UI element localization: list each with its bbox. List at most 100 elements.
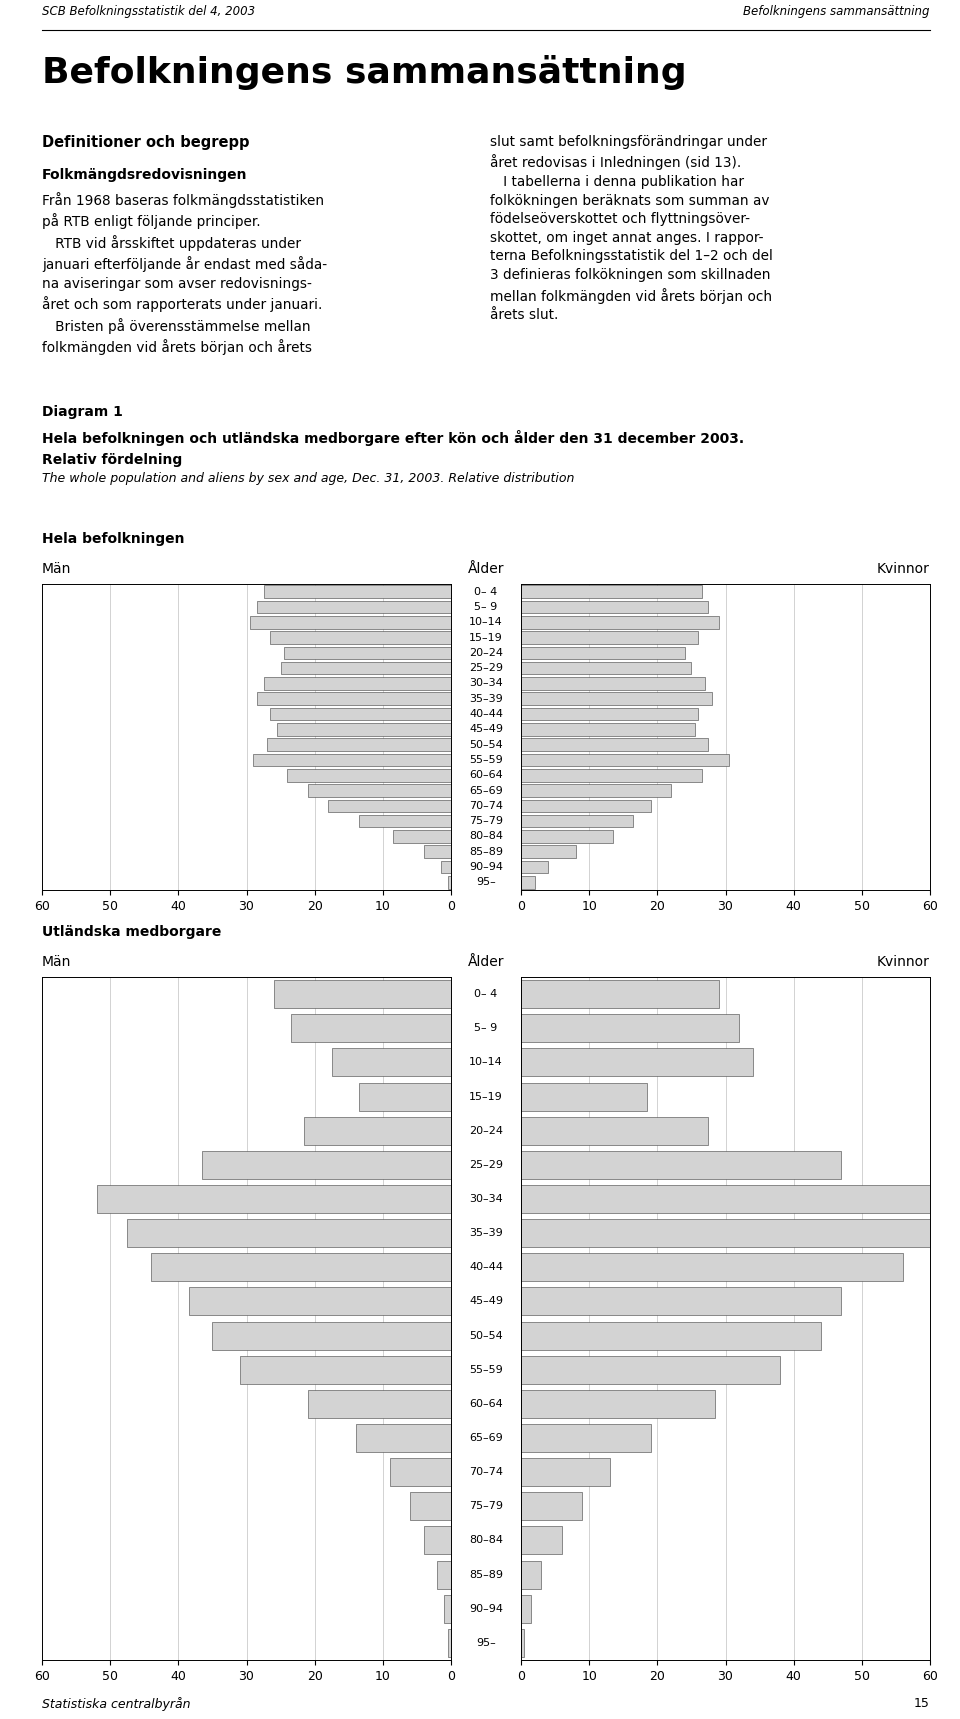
Bar xyxy=(151,1253,451,1281)
Text: 0– 4: 0– 4 xyxy=(474,586,497,596)
Text: 85–89: 85–89 xyxy=(469,1569,503,1580)
Text: Relativ fördelning: Relativ fördelning xyxy=(42,454,182,468)
Bar xyxy=(423,1526,451,1554)
Text: 35–39: 35–39 xyxy=(469,694,503,703)
Bar xyxy=(240,1356,451,1384)
Text: Hela befolkningen och utländska medborgare efter kön och ålder den 31 december 2: Hela befolkningen och utländska medborga… xyxy=(42,430,744,445)
Text: Män: Män xyxy=(42,562,71,576)
Text: 95–: 95– xyxy=(476,877,496,887)
Bar xyxy=(304,1117,451,1145)
Bar xyxy=(521,1391,715,1418)
Text: 40–44: 40–44 xyxy=(469,1262,503,1272)
Text: Befolkningens sammansättning: Befolkningens sammansättning xyxy=(743,5,930,17)
Bar xyxy=(441,861,451,873)
Bar xyxy=(521,1561,541,1588)
Text: Utländska medborgare: Utländska medborgare xyxy=(42,925,222,939)
Bar xyxy=(390,1458,451,1487)
Bar xyxy=(128,1219,451,1246)
Text: 25–29: 25–29 xyxy=(469,1160,503,1171)
Bar xyxy=(203,1150,451,1179)
Bar xyxy=(188,1288,451,1315)
Bar xyxy=(332,1049,451,1076)
Bar xyxy=(328,799,451,811)
Bar xyxy=(291,1014,451,1042)
Text: 35–39: 35–39 xyxy=(469,1227,503,1238)
Text: 20–24: 20–24 xyxy=(469,1126,503,1136)
Bar xyxy=(250,615,451,629)
Bar xyxy=(521,600,708,614)
Text: 40–44: 40–44 xyxy=(469,708,503,719)
Bar xyxy=(521,1253,902,1281)
Text: 65–69: 65–69 xyxy=(469,786,503,796)
Text: 50–54: 50–54 xyxy=(469,1331,503,1341)
Bar xyxy=(284,646,451,658)
Bar xyxy=(521,1526,562,1554)
Text: 15: 15 xyxy=(914,1697,930,1710)
Bar xyxy=(521,1049,753,1076)
Bar xyxy=(521,980,719,1007)
Text: Kvinnor: Kvinnor xyxy=(877,956,930,970)
Bar xyxy=(308,1391,451,1418)
Bar xyxy=(212,1322,451,1349)
Text: 60–64: 60–64 xyxy=(469,1399,503,1410)
Text: Ålder: Ålder xyxy=(468,562,504,576)
Text: 20–24: 20–24 xyxy=(469,648,503,658)
Bar xyxy=(521,861,548,873)
Text: 30–34: 30–34 xyxy=(469,1195,503,1203)
Bar xyxy=(521,768,702,782)
Text: 10–14: 10–14 xyxy=(469,617,503,627)
Bar xyxy=(264,586,451,598)
Bar xyxy=(521,1014,739,1042)
Bar xyxy=(521,799,651,811)
Text: 75–79: 75–79 xyxy=(469,817,503,827)
Text: Hela befolkningen: Hela befolkningen xyxy=(42,531,184,547)
Bar xyxy=(287,768,451,782)
Text: 0– 4: 0– 4 xyxy=(474,988,497,999)
Bar xyxy=(264,677,451,689)
Text: 90–94: 90–94 xyxy=(469,861,503,872)
Bar xyxy=(521,877,535,889)
Text: Statistiska centralbyrån: Statistiska centralbyrån xyxy=(42,1697,190,1710)
Bar xyxy=(521,753,729,767)
Bar xyxy=(393,830,451,842)
Bar xyxy=(359,815,451,827)
Text: 15–19: 15–19 xyxy=(469,1092,503,1102)
Text: 80–84: 80–84 xyxy=(469,1535,503,1545)
Bar xyxy=(521,1630,524,1657)
Bar xyxy=(521,1595,531,1623)
Text: Män: Män xyxy=(42,956,71,970)
Bar xyxy=(521,646,684,658)
Text: 10–14: 10–14 xyxy=(469,1057,503,1067)
Bar xyxy=(521,815,634,827)
Bar xyxy=(521,1322,821,1349)
Bar xyxy=(521,586,702,598)
Bar xyxy=(521,1423,651,1453)
Bar xyxy=(521,1356,780,1384)
Bar xyxy=(521,1150,841,1179)
Bar xyxy=(521,1492,583,1520)
Text: 15–19: 15–19 xyxy=(469,633,503,643)
Bar xyxy=(444,1595,451,1623)
Bar xyxy=(308,784,451,798)
Bar xyxy=(521,708,698,720)
Text: Definitioner och begrepp: Definitioner och begrepp xyxy=(42,136,250,150)
Text: Från 1968 baseras folkmängdsstatistiken
på RTB enligt följande principer.
   RTB: Från 1968 baseras folkmängdsstatistiken … xyxy=(42,193,327,354)
Bar xyxy=(521,615,719,629)
Bar xyxy=(521,1083,647,1110)
Text: slut samt befolkningsförändringar under
året redovisas i Inledningen (sid 13).
 : slut samt befolkningsförändringar under … xyxy=(490,136,773,321)
Text: Befolkningens sammansättning: Befolkningens sammansättning xyxy=(42,55,686,89)
Bar xyxy=(521,662,691,674)
Bar xyxy=(521,830,613,842)
Bar xyxy=(521,739,708,751)
Text: 5– 9: 5– 9 xyxy=(474,602,497,612)
Bar xyxy=(256,600,451,614)
Bar xyxy=(253,753,451,767)
Bar xyxy=(521,1184,960,1214)
Bar xyxy=(521,1117,708,1145)
Text: SCB Befolkningsstatistik del 4, 2003: SCB Befolkningsstatistik del 4, 2003 xyxy=(42,5,255,17)
Bar xyxy=(521,846,576,858)
Bar xyxy=(277,724,451,736)
Text: 5– 9: 5– 9 xyxy=(474,1023,497,1033)
Text: 45–49: 45–49 xyxy=(469,1296,503,1306)
Bar xyxy=(423,846,451,858)
